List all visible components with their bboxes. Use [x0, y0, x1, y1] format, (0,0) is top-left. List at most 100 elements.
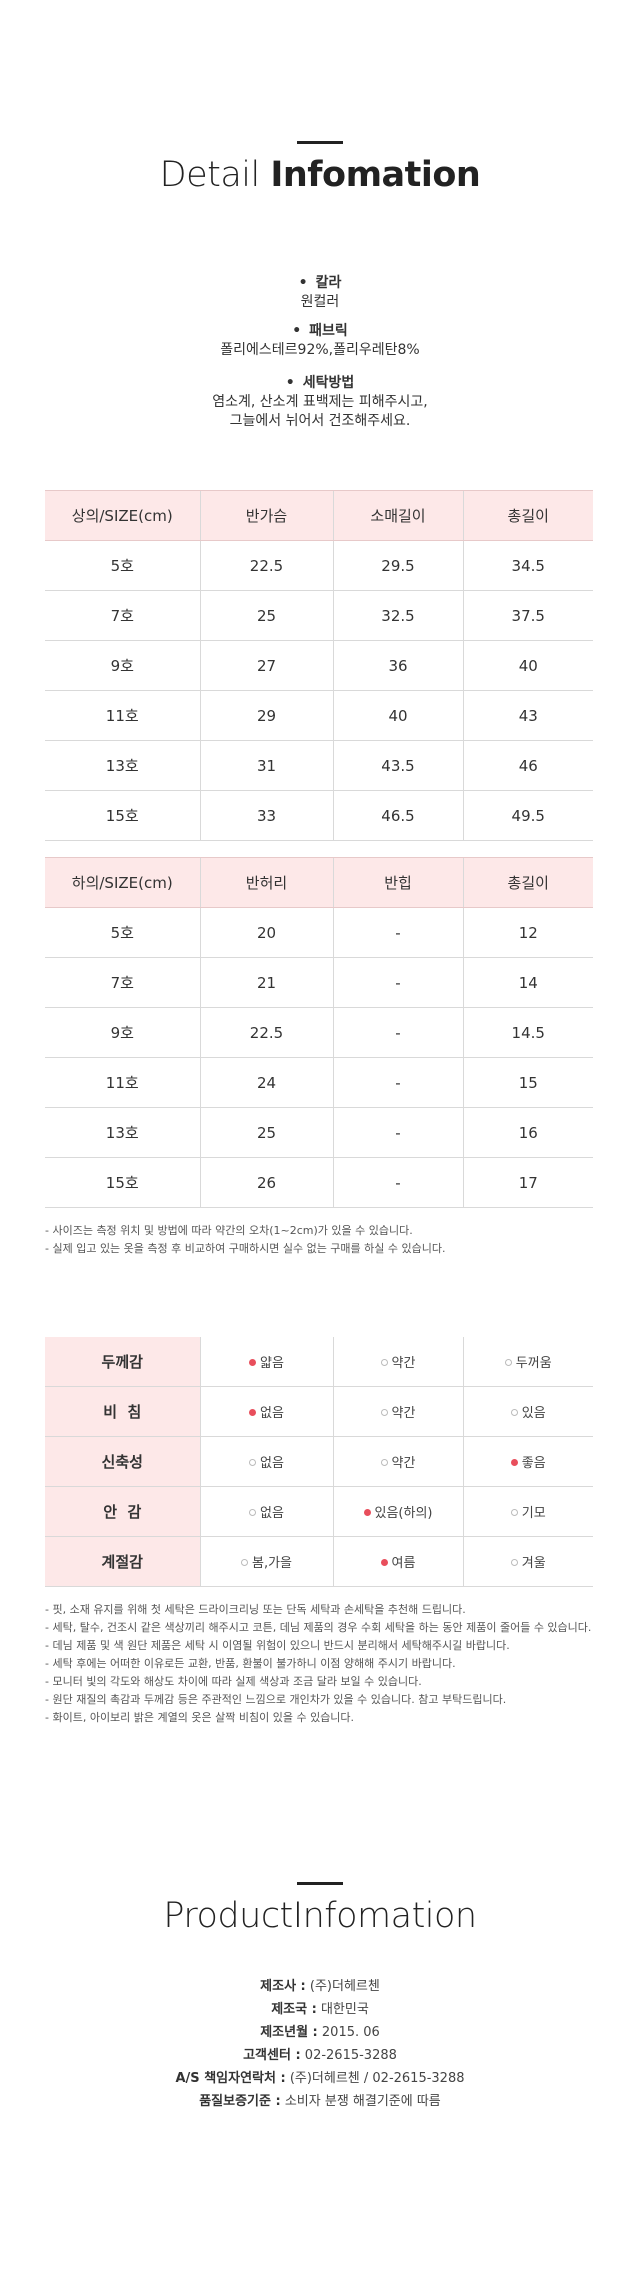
table-row: 15호 33 46.5 49.5	[45, 790, 593, 841]
table-cell: 29	[199, 690, 333, 741]
feel-option-label: 있음(하의)	[374, 1506, 433, 1521]
table-cell: 15	[462, 1057, 593, 1108]
feel-option-label: 여름	[391, 1556, 416, 1571]
wash-head: 세탁방법	[0, 374, 640, 393]
table-cell: 46	[462, 740, 593, 791]
care-note: - 세탁, 탈수, 건조시 같은 색상끼리 해주시고 코튼, 데님 제품의 경우…	[45, 1621, 592, 1634]
header-cell: 소매길이	[332, 490, 463, 541]
size-note: - 실제 입고 있는 옷을 측정 후 비교하여 구매하시면 실수 없는 구매를 …	[45, 1242, 446, 1255]
feel-row: 두께감 얇음 약간 두꺼움	[45, 1337, 593, 1387]
empty-dot-icon	[510, 1509, 518, 1516]
info-value: (주)더헤르첸	[305, 1979, 380, 1994]
empty-dot-icon	[249, 1509, 257, 1516]
feel-row: 계절감 봄,가을 여름 겨울	[45, 1536, 593, 1587]
feel-option: 봄,가을	[199, 1536, 333, 1587]
header-cell: 총길이	[462, 490, 593, 541]
table-cell: -	[332, 1157, 463, 1208]
table-cell: 49.5	[462, 790, 593, 841]
table-cell: 46.5	[332, 790, 463, 841]
feel-row: 신축성 없음 약간 좋음	[45, 1436, 593, 1487]
table-row: 9호 27 36 40	[45, 640, 593, 691]
product-title-text: ProductInfomation	[163, 1896, 477, 1936]
selected-dot-icon	[380, 1559, 388, 1566]
feel-option: 있음(하의)	[332, 1486, 463, 1537]
empty-dot-icon	[380, 1459, 388, 1466]
feel-option: 여름	[332, 1536, 463, 1587]
title-bar	[297, 141, 343, 144]
table-cell: 25	[199, 1107, 333, 1158]
info-label: 제조국 :	[271, 2002, 317, 2017]
feel-option-label: 없음	[260, 1506, 284, 1521]
detail-item-wash: 세탁방법 염소계, 산소계 표백제는 피해주시고, 그늘에서 뉘어서 건조해주세…	[0, 374, 640, 431]
table-cell: 9호	[45, 1007, 200, 1058]
product-info-row: 제조년월 : 2015. 06	[0, 2021, 640, 2044]
care-note: - 데님 제품 및 색 원단 제품은 세탁 시 이염될 위험이 있으니 반드시 …	[45, 1639, 510, 1652]
feel-label: 안 감	[45, 1486, 200, 1537]
feel-option: 없음	[199, 1486, 333, 1537]
info-value: 2015. 06	[317, 2025, 380, 2040]
feel-row: 비 침 없음 약간 있음	[45, 1386, 593, 1437]
feel-option-label: 약간	[391, 1456, 416, 1471]
selected-dot-icon	[510, 1459, 518, 1466]
product-info-row: 고객센터 : 02-2615-3288	[0, 2044, 640, 2067]
info-label: 품질보증기준 :	[199, 2094, 281, 2109]
table-cell: 40	[462, 640, 593, 691]
table-cell: 40	[332, 690, 463, 741]
table-row: 5호 22.5 29.5 34.5	[45, 540, 593, 591]
header-cell: 반힙	[332, 857, 463, 908]
feel-option-label: 있음	[521, 1406, 546, 1421]
feel-option-label: 좋음	[521, 1456, 546, 1471]
feel-option-label: 두꺼움	[515, 1356, 552, 1371]
info-value: (주)더헤르첸 / 02-2615-3288	[285, 2071, 465, 2086]
table-row: 5호 20-12	[45, 907, 593, 958]
product-info: 제조사 : (주)더헤르첸 제조국 : 대한민국 제조년월 : 2015. 06…	[0, 1975, 640, 2113]
empty-dot-icon	[380, 1409, 388, 1416]
empty-dot-icon	[504, 1359, 512, 1366]
header-cell: 하의/SIZE(cm)	[45, 857, 200, 908]
table-cell: 5호	[45, 540, 200, 591]
table-cell: 13호	[45, 740, 200, 791]
empty-dot-icon	[380, 1359, 388, 1366]
feel-label: 계절감	[45, 1536, 200, 1587]
feel-option: 두꺼움	[462, 1337, 593, 1387]
feel-option: 없음	[199, 1386, 333, 1437]
care-note: - 핏, 소재 유지를 위해 첫 세탁은 드라이크리닝 또는 단독 세탁과 손세…	[45, 1603, 466, 1616]
feel-option: 없음	[199, 1436, 333, 1487]
table-cell: 22.5	[199, 540, 333, 591]
empty-dot-icon	[249, 1459, 257, 1466]
info-label: 제조년월 :	[260, 2025, 318, 2040]
product-info-row: 품질보증기준 : 소비자 분쟁 해결기준에 따름	[0, 2090, 640, 2113]
table-cell: 20	[199, 907, 333, 958]
feel-option: 약간	[332, 1386, 463, 1437]
table-cell: 7호	[45, 590, 200, 641]
table-cell: -	[332, 1107, 463, 1158]
color-head: 칼라	[0, 274, 640, 293]
table-cell: 26	[199, 1157, 333, 1208]
fabric-feel-table: 두께감 얇음 약간 두꺼움 비 침 없음 약간 있음 신축성 없음 약간 좋음 안 감 없음 있음(하의) 기…	[45, 1337, 593, 1587]
feel-option: 겨울	[462, 1536, 593, 1587]
detail-item-fabric: 패브릭 폴리에스테르92%,폴리우레탄8%	[0, 322, 640, 360]
detail-info: 칼라 원컬러 패브릭 폴리에스테르92%,폴리우레탄8% 세탁방법 염소계, 산…	[0, 274, 640, 431]
table-cell: 43	[462, 690, 593, 741]
product-info-row: 제조사 : (주)더헤르첸	[0, 1975, 640, 1998]
feel-option-label: 기모	[521, 1506, 546, 1521]
care-note: - 모니터 빛의 각도와 해상도 차이에 따라 실제 색상과 조금 달라 보일 …	[45, 1675, 422, 1688]
feel-option: 좋음	[462, 1436, 593, 1487]
product-info-row: A/S 책임자연락처 : (주)더헤르첸 / 02-2615-3288	[0, 2067, 640, 2090]
table-header-row: 상의/SIZE(cm) 반가슴 소매길이 총길이	[45, 490, 593, 541]
product-title: ProductInfomation	[0, 1896, 640, 1936]
feel-option: 있음	[462, 1386, 593, 1437]
table-row: 15호 26-17	[45, 1157, 593, 1208]
table-row: 7호 25 32.5 37.5	[45, 590, 593, 641]
table-cell: -	[332, 957, 463, 1008]
table-cell: 25	[199, 590, 333, 641]
size-note: - 사이즈는 측정 위치 및 방법에 따라 약간의 오차(1~2cm)가 있을 …	[45, 1224, 413, 1237]
table-cell: -	[332, 1007, 463, 1058]
empty-dot-icon	[240, 1559, 248, 1566]
table-cell: 11호	[45, 1057, 200, 1108]
fabric-value: 폴리에스테르92%,폴리우레탄8%	[220, 342, 420, 358]
product-title-bar	[297, 1882, 343, 1885]
table-cell: 29.5	[332, 540, 463, 591]
header-cell: 상의/SIZE(cm)	[45, 490, 200, 541]
care-notes: - 핏, 소재 유지를 위해 첫 세탁은 드라이크리닝 또는 단독 세탁과 손세…	[45, 1601, 625, 1727]
